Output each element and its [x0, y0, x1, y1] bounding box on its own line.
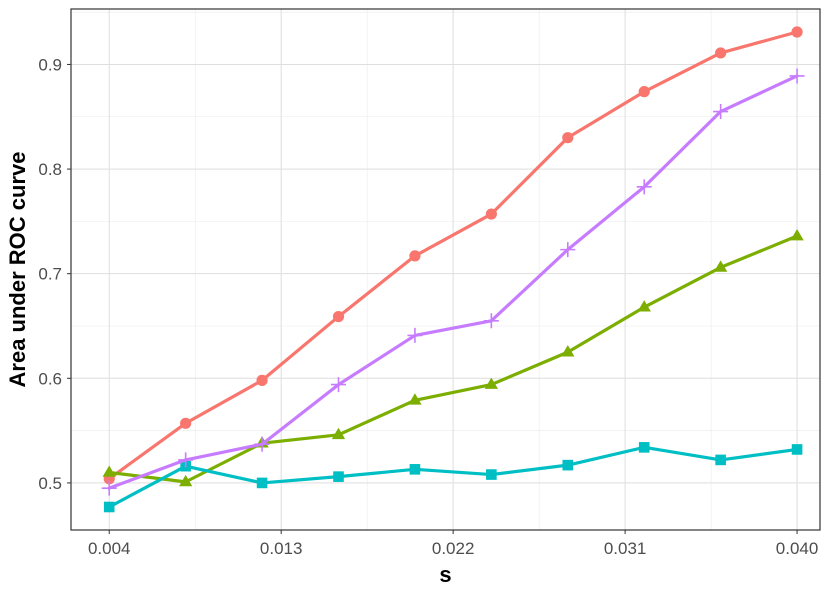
y-tick-label: 0.6 [38, 369, 62, 388]
data-point-circle [409, 250, 421, 262]
series-circle [103, 26, 803, 485]
data-point-plus [101, 480, 117, 496]
data-point-circle [180, 417, 192, 429]
x-tick-label: 0.013 [260, 539, 303, 558]
y-tick-label: 0.8 [38, 160, 62, 179]
data-point-square [256, 477, 268, 489]
data-point-circle [638, 86, 650, 98]
data-point-plus [483, 313, 499, 329]
y-tick-label: 0.9 [38, 55, 62, 74]
data-point-circle [715, 47, 727, 59]
data-point-plus [636, 179, 652, 195]
data-point-plus [789, 68, 805, 84]
series-line [107, 445, 799, 509]
data-point-circle [562, 132, 574, 144]
data-point-circle [332, 310, 345, 323]
x-axis-title: s [439, 562, 451, 587]
data-point-circle [485, 208, 497, 220]
plot-panel-border [70, 8, 821, 531]
series-layer [101, 26, 805, 513]
data-point-square [409, 464, 421, 475]
x-axis: 0.004 0.013 0.022 0.031 0.040 [88, 530, 818, 558]
series-plus [101, 68, 805, 496]
data-point-triangle [637, 300, 651, 312]
data-point-plus [331, 377, 346, 393]
data-point-plus [560, 242, 576, 258]
data-point-triangle [178, 474, 193, 487]
data-point-square [486, 469, 497, 480]
data-point-triangle [102, 465, 116, 477]
y-tick-label: 0.7 [38, 265, 62, 284]
y-axis-title: Area under ROC curve [5, 152, 30, 388]
series-triangle [102, 229, 804, 487]
data-point-square [791, 444, 803, 455]
grid-lines [71, 9, 820, 530]
data-point-circle [256, 374, 268, 386]
data-point-triangle [713, 260, 728, 272]
data-point-triangle [331, 427, 346, 440]
data-point-plus [254, 436, 270, 452]
data-point-triangle [790, 229, 804, 241]
data-point-triangle [484, 377, 499, 389]
data-point-plus [713, 104, 729, 120]
x-tick-label: 0.004 [88, 539, 131, 558]
y-tick-label: 0.5 [38, 474, 62, 493]
x-tick-label: 0.040 [776, 539, 819, 558]
data-point-triangle [408, 393, 422, 405]
data-point-triangle [561, 345, 575, 357]
series-line [107, 74, 799, 490]
data-point-plus [178, 452, 194, 468]
data-point-plus [407, 327, 423, 343]
data-point-square [715, 454, 726, 466]
x-tick-label: 0.031 [604, 539, 647, 558]
data-point-square [333, 471, 344, 482]
y-axis: 0.5 0.6 0.7 0.8 0.9 [38, 55, 71, 493]
series-line [107, 30, 799, 481]
data-point-square [638, 442, 650, 453]
data-point-square [103, 501, 115, 513]
data-point-circle [791, 26, 803, 38]
x-tick-label: 0.022 [432, 539, 475, 558]
series-line [107, 234, 799, 484]
data-point-square [562, 459, 574, 471]
